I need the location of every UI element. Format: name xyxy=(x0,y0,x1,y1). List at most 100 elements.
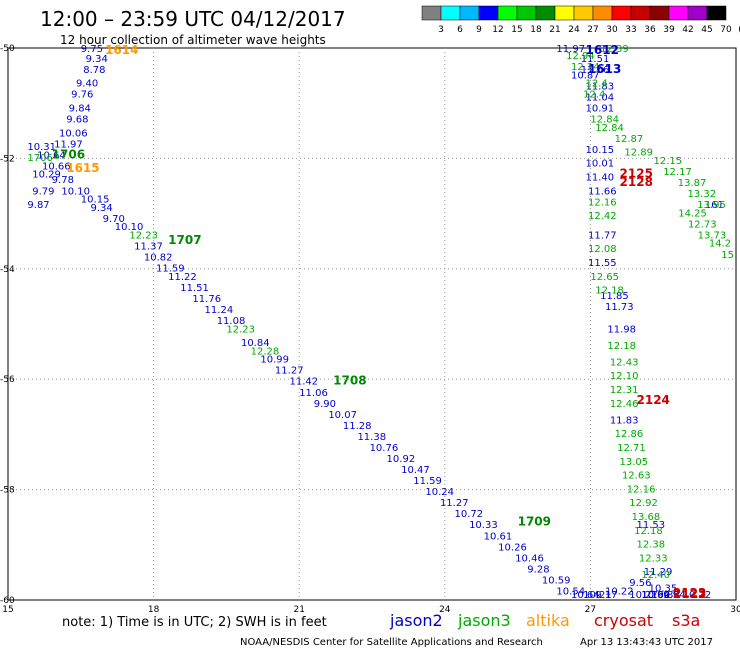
y-axis-ticks: -50 -52 -54 -56 -58 -60 xyxy=(0,44,15,606)
y-tick-label: -54 xyxy=(0,265,15,275)
colorbar-label: 18 xyxy=(530,25,542,35)
data-point: 9.76 xyxy=(71,90,93,101)
data-point: 9.34 xyxy=(91,203,113,214)
colorbar-swatch xyxy=(668,5,689,21)
data-point: 12.84 xyxy=(595,123,624,134)
legend-cryosat: cryosat xyxy=(594,611,653,630)
data-point: 12.63 xyxy=(622,471,651,482)
data-point: 9.78 xyxy=(52,175,74,186)
colorbar-swatch xyxy=(592,5,613,21)
data-point: 12.24 xyxy=(571,62,600,73)
data-point: 12.18 xyxy=(595,286,624,297)
data-point: 9.90 xyxy=(314,399,336,410)
data-point: 10.31 xyxy=(27,142,56,153)
data-point: 11.22 xyxy=(168,272,197,283)
colorbar-label: 27 xyxy=(587,25,598,35)
colorbar-label: 12 xyxy=(492,25,503,35)
data-point: 9.40 xyxy=(76,79,98,90)
chart-subtitle: 12 hour collection of altimeter wave hei… xyxy=(60,33,326,47)
data-point: 12.16 xyxy=(588,197,617,208)
data-point: 13.87 xyxy=(678,178,707,189)
x-tick-label: 18 xyxy=(148,605,160,615)
colorbar-label: 30 xyxy=(606,25,618,35)
data-point: 12.73 xyxy=(688,219,717,230)
data-point: 12.18 xyxy=(634,526,663,537)
data-point: 10.54 xyxy=(556,586,585,597)
data-point: 9.84 xyxy=(69,103,91,114)
colorbar-label: 3 xyxy=(438,25,444,35)
data-point: 11.40 xyxy=(586,172,615,183)
data-point: 10.90 xyxy=(641,590,670,601)
data-point: 13.95 xyxy=(697,200,726,211)
data-point: 12.16 xyxy=(627,484,656,495)
data-point: 12.18 xyxy=(607,341,636,352)
colorbar-swatch xyxy=(497,5,518,21)
data-point: 11.27 xyxy=(275,366,304,377)
data-point: 11.76 xyxy=(192,294,221,305)
y-tick-label: -52 xyxy=(0,154,15,164)
data-point: 10.61 xyxy=(484,531,513,542)
data-point: 10.99 xyxy=(260,355,289,366)
data-point: 10.66 xyxy=(42,161,71,172)
data-point: 12.89 xyxy=(624,148,653,159)
colorbar-label: 21 xyxy=(549,25,560,35)
data-point: 12.94 xyxy=(566,51,595,62)
footer-timestamp: Apr 13 13:43:43 UTC 2017 xyxy=(580,637,713,648)
track-label: 2124 xyxy=(637,393,670,407)
data-point: 12.43 xyxy=(610,357,639,368)
data-point: 9.17 xyxy=(595,590,617,601)
data-point: 15 xyxy=(721,250,734,261)
data-point: 10.47 xyxy=(401,465,430,476)
data-point: 12.4 xyxy=(583,90,605,101)
data-point: 11.28 xyxy=(343,421,372,432)
x-tick-label: 21 xyxy=(293,605,304,615)
data-point: 1706 xyxy=(27,153,52,164)
data-point: 11.08 xyxy=(217,316,246,327)
data-point: 10.59 xyxy=(542,575,571,586)
data-point: 8.78 xyxy=(83,65,105,76)
colorbar-label: 9 xyxy=(476,25,482,35)
chart-title: 12:00 – 23:59 UTC 04/12/2017 xyxy=(40,7,346,31)
data-point: 12.31 xyxy=(610,385,639,396)
data-point: 12.4 xyxy=(586,79,608,90)
data-point: 10.87 xyxy=(571,70,600,81)
x-tick-label: 27 xyxy=(585,605,596,615)
x-tick-label: 30 xyxy=(730,605,740,615)
satellite-legend: jason2 jason3 altika cryosat s3a xyxy=(389,611,700,630)
track-label: 2122 xyxy=(673,587,706,601)
data-point: 10.92 xyxy=(387,454,416,465)
colorbar-swatch xyxy=(687,5,708,21)
data-point: 13.32 xyxy=(687,189,716,200)
colorbar-swatch xyxy=(649,5,670,21)
data-point: 9.70 xyxy=(103,214,125,225)
track-label: 1613 xyxy=(588,62,621,76)
legend-jason3: jason3 xyxy=(457,611,511,630)
data-point: 12.39 xyxy=(600,44,629,55)
data-point: 10.85 xyxy=(651,590,680,601)
data-point: 11.38 xyxy=(357,432,386,443)
y-tick-label: -56 xyxy=(0,375,15,385)
data-point: 14.2 xyxy=(709,239,731,250)
data-point: 10.72 xyxy=(455,509,484,520)
data-point: 10.27 xyxy=(629,590,658,601)
data-point: 11.73 xyxy=(605,302,634,313)
data-point: 10.64 xyxy=(641,590,670,601)
colorbar-swatch xyxy=(630,5,651,21)
data-point: 11.83 xyxy=(586,81,615,92)
data-point: 10.82 xyxy=(144,253,173,264)
data-point: 10.01 xyxy=(586,159,615,170)
colorbar-label: 42 xyxy=(682,25,693,35)
data-point: 10.07 xyxy=(328,410,357,421)
data-point: 10.15 xyxy=(586,145,615,156)
colorbar-label: 70 xyxy=(720,25,732,35)
data-point: 11.83 xyxy=(610,415,639,426)
data-point: 10.46 xyxy=(515,553,544,564)
data-point: 11.06 xyxy=(299,388,328,399)
data-point: 12.71 xyxy=(617,443,646,454)
data-point: 11.42 xyxy=(289,377,318,388)
track-label: 1708 xyxy=(333,374,366,388)
data-point: 13.73 xyxy=(698,230,727,241)
colorbar-swatch xyxy=(573,5,594,21)
data-point: 9.87 xyxy=(27,200,49,211)
data-point: 11.85 xyxy=(600,291,629,302)
